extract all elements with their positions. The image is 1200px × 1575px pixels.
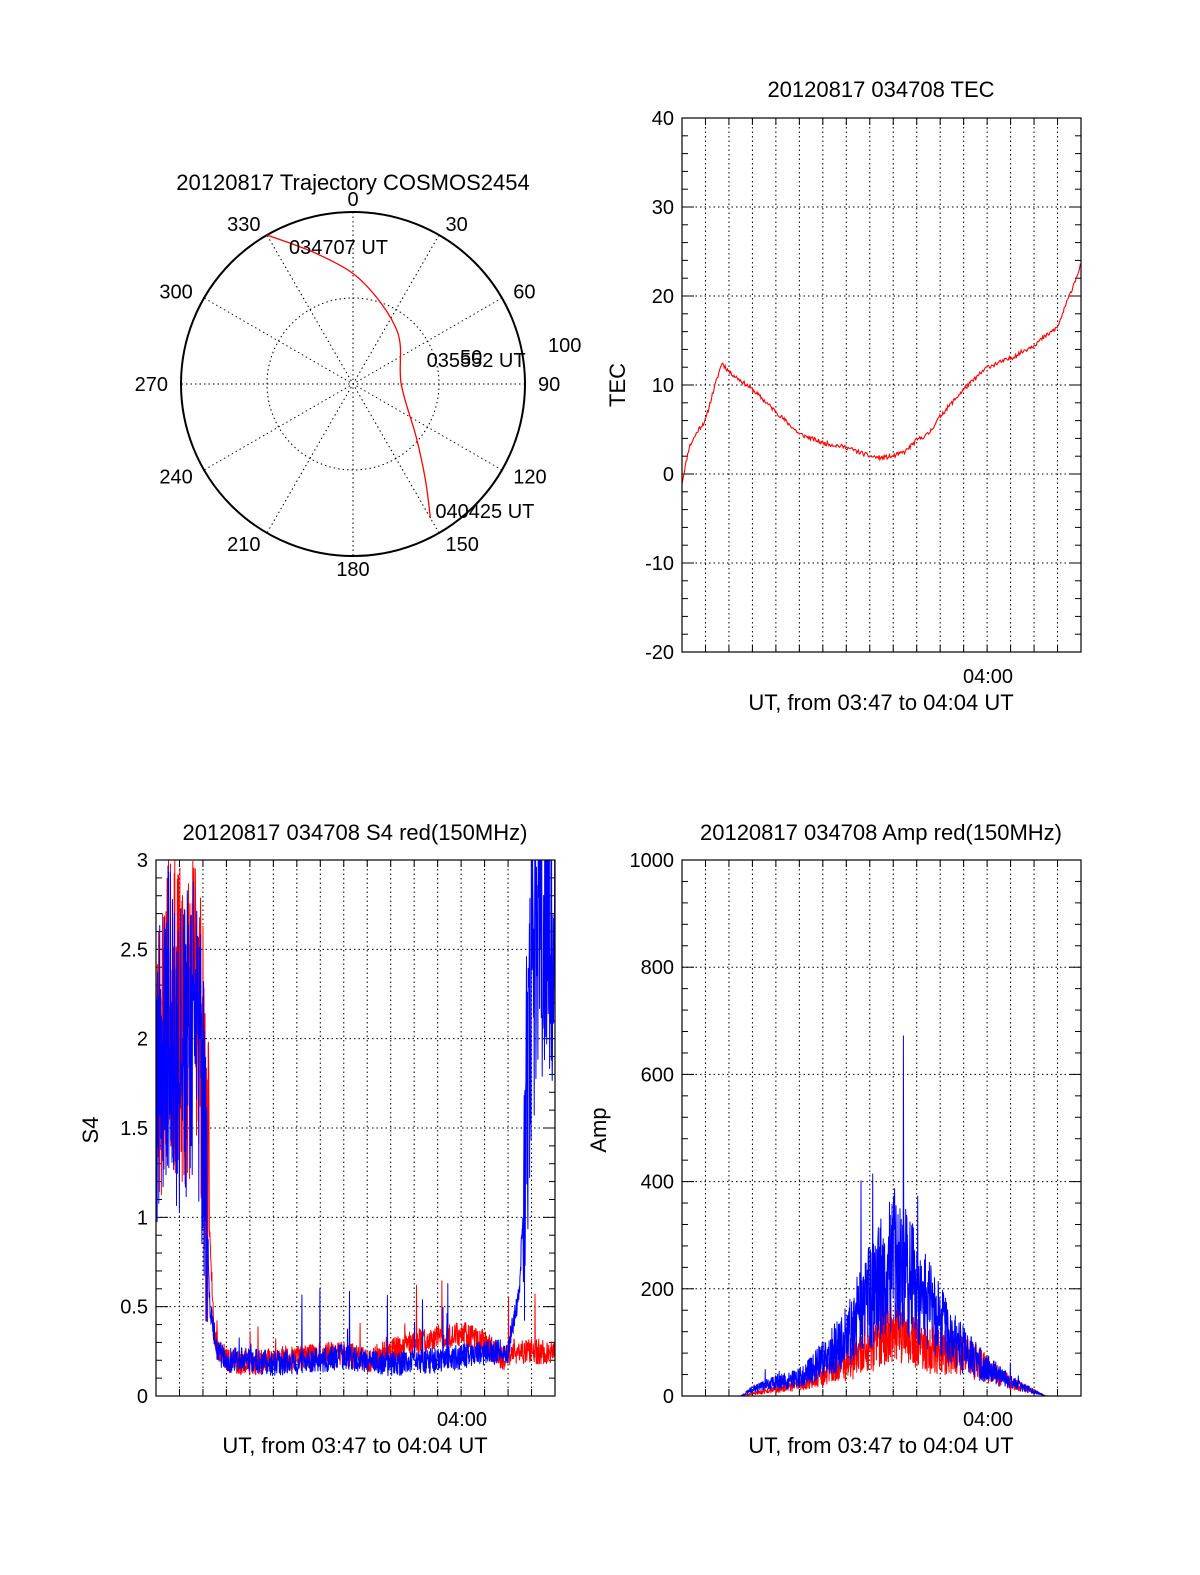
tec-y-tick-labels: -20 -10 0 10 20 30 40 (645, 108, 674, 664)
y-tick-label: 200 (641, 1279, 674, 1301)
y-tick-label: 3 (137, 850, 148, 872)
s4-x-axis-label: UT, from 03:47 to 04:04 UT (222, 1433, 487, 1458)
amp-series (682, 1035, 1081, 1396)
amp-y-axis-label: Amp (586, 1107, 611, 1152)
y-tick-label: 1.5 (120, 1118, 148, 1140)
polar-angle-label: 330 (227, 214, 260, 236)
polar-angle-label: 120 (513, 467, 546, 489)
tec-x-tick-label: 04:00 (963, 666, 1013, 688)
polar-radius-label-100: 100 (548, 335, 581, 357)
y-tick-label: 0.5 (120, 1297, 148, 1319)
polar-trajectory-line (266, 234, 432, 519)
tec-line (682, 263, 1081, 485)
tec-plot: 20120817 034708 TEC -20 -10 0 10 20 30 40 04:0… (605, 77, 1082, 715)
polar-annotations: 034707 UT 035552 UT 040425 UT (289, 237, 534, 523)
amp-y-tick-labels: 0 200 400 600 800 1000 (630, 850, 675, 1408)
y-tick-label: 20 (652, 286, 674, 308)
polar-title: 20120817 Trajectory COSMOS2454 (176, 170, 529, 195)
y-tick-label: 30 (652, 197, 674, 219)
s4-blue-line (156, 860, 555, 1377)
s4-x-tick-label: 04:00 (437, 1409, 487, 1431)
polar-grid (181, 212, 525, 556)
polar-angle-label: 30 (446, 214, 468, 236)
y-tick-label: -10 (645, 553, 674, 575)
y-tick-label: 10 (652, 375, 674, 397)
tec-tick-marks (682, 117, 1081, 653)
s4-series (156, 860, 555, 1377)
polar-angle-label: 210 (227, 534, 260, 556)
polar-spoke (266, 234, 440, 534)
s4-plot: 20120817 034708 S4 red(150MHz) 0 0.5 1 1.5 2… (78, 820, 556, 1458)
y-tick-label: 2 (137, 1029, 148, 1051)
polar-angle-label: 0 (347, 189, 358, 211)
amp-plot: 20120817 034708 Amp red(150MHz) 0 200 400 6… (586, 820, 1082, 1458)
polar-radius-label-50: 50 (460, 347, 482, 369)
polar-angle-label: 150 (446, 534, 479, 556)
polar-trajectory-plot: 20120817 Trajectory COSMOS2454 0 30 60 90 12… (135, 170, 582, 581)
polar-angle-label: 240 (159, 467, 192, 489)
tec-title: 20120817 034708 TEC (767, 77, 994, 102)
polar-angle-label: 180 (336, 559, 369, 581)
s4-y-axis-label: S4 (78, 1117, 103, 1144)
polar-annotation: 035552 UT (427, 350, 526, 372)
y-tick-label: 800 (641, 957, 674, 979)
polar-angle-label: 90 (538, 374, 560, 396)
y-tick-label: 600 (641, 1064, 674, 1086)
polar-angle-labels: 0 30 60 90 120 150 180 210 240 270 300 330 (135, 189, 561, 581)
tec-x-axis-label: UT, from 03:47 to 04:04 UT (748, 690, 1013, 715)
y-tick-label: 1000 (630, 850, 675, 872)
amp-x-tick-label: 04:00 (963, 1409, 1013, 1431)
s4-grid (156, 860, 555, 1396)
amp-blue-line (682, 1035, 1081, 1396)
y-tick-label: -20 (645, 642, 674, 664)
amp-x-axis-label: UT, from 03:47 to 04:04 UT (748, 1433, 1013, 1458)
y-tick-label: 0 (663, 1386, 674, 1408)
tec-grid (682, 118, 1081, 652)
tec-y-axis-label: TEC (605, 363, 630, 407)
polar-annotation: 040425 UT (435, 501, 534, 523)
y-tick-label: 40 (652, 108, 674, 130)
polar-angle-label: 270 (135, 374, 168, 396)
tec-series (682, 263, 1081, 485)
polar-inner-ring (266, 297, 440, 471)
s4-title: 20120817 034708 S4 red(150MHz) (183, 820, 528, 845)
polar-series (266, 234, 432, 519)
polar-angle-label: 60 (513, 282, 535, 304)
tec-frame (681, 117, 1082, 653)
y-tick-label: 400 (641, 1172, 674, 1194)
polar-annotation: 034707 UT (289, 237, 388, 259)
s4-frame (155, 859, 556, 1397)
y-tick-label: 0 (137, 1386, 148, 1408)
y-tick-label: 0 (663, 464, 674, 486)
s4-red-line (156, 860, 555, 1376)
s4-y-tick-labels: 0 0.5 1 1.5 2 2.5 3 (120, 850, 148, 1408)
polar-angle-label: 300 (159, 282, 192, 304)
amp-title: 20120817 034708 Amp red(150MHz) (700, 820, 1062, 845)
amp-frame (681, 859, 1082, 1397)
y-tick-label: 2.5 (120, 939, 148, 961)
y-tick-label: 1 (137, 1207, 148, 1229)
